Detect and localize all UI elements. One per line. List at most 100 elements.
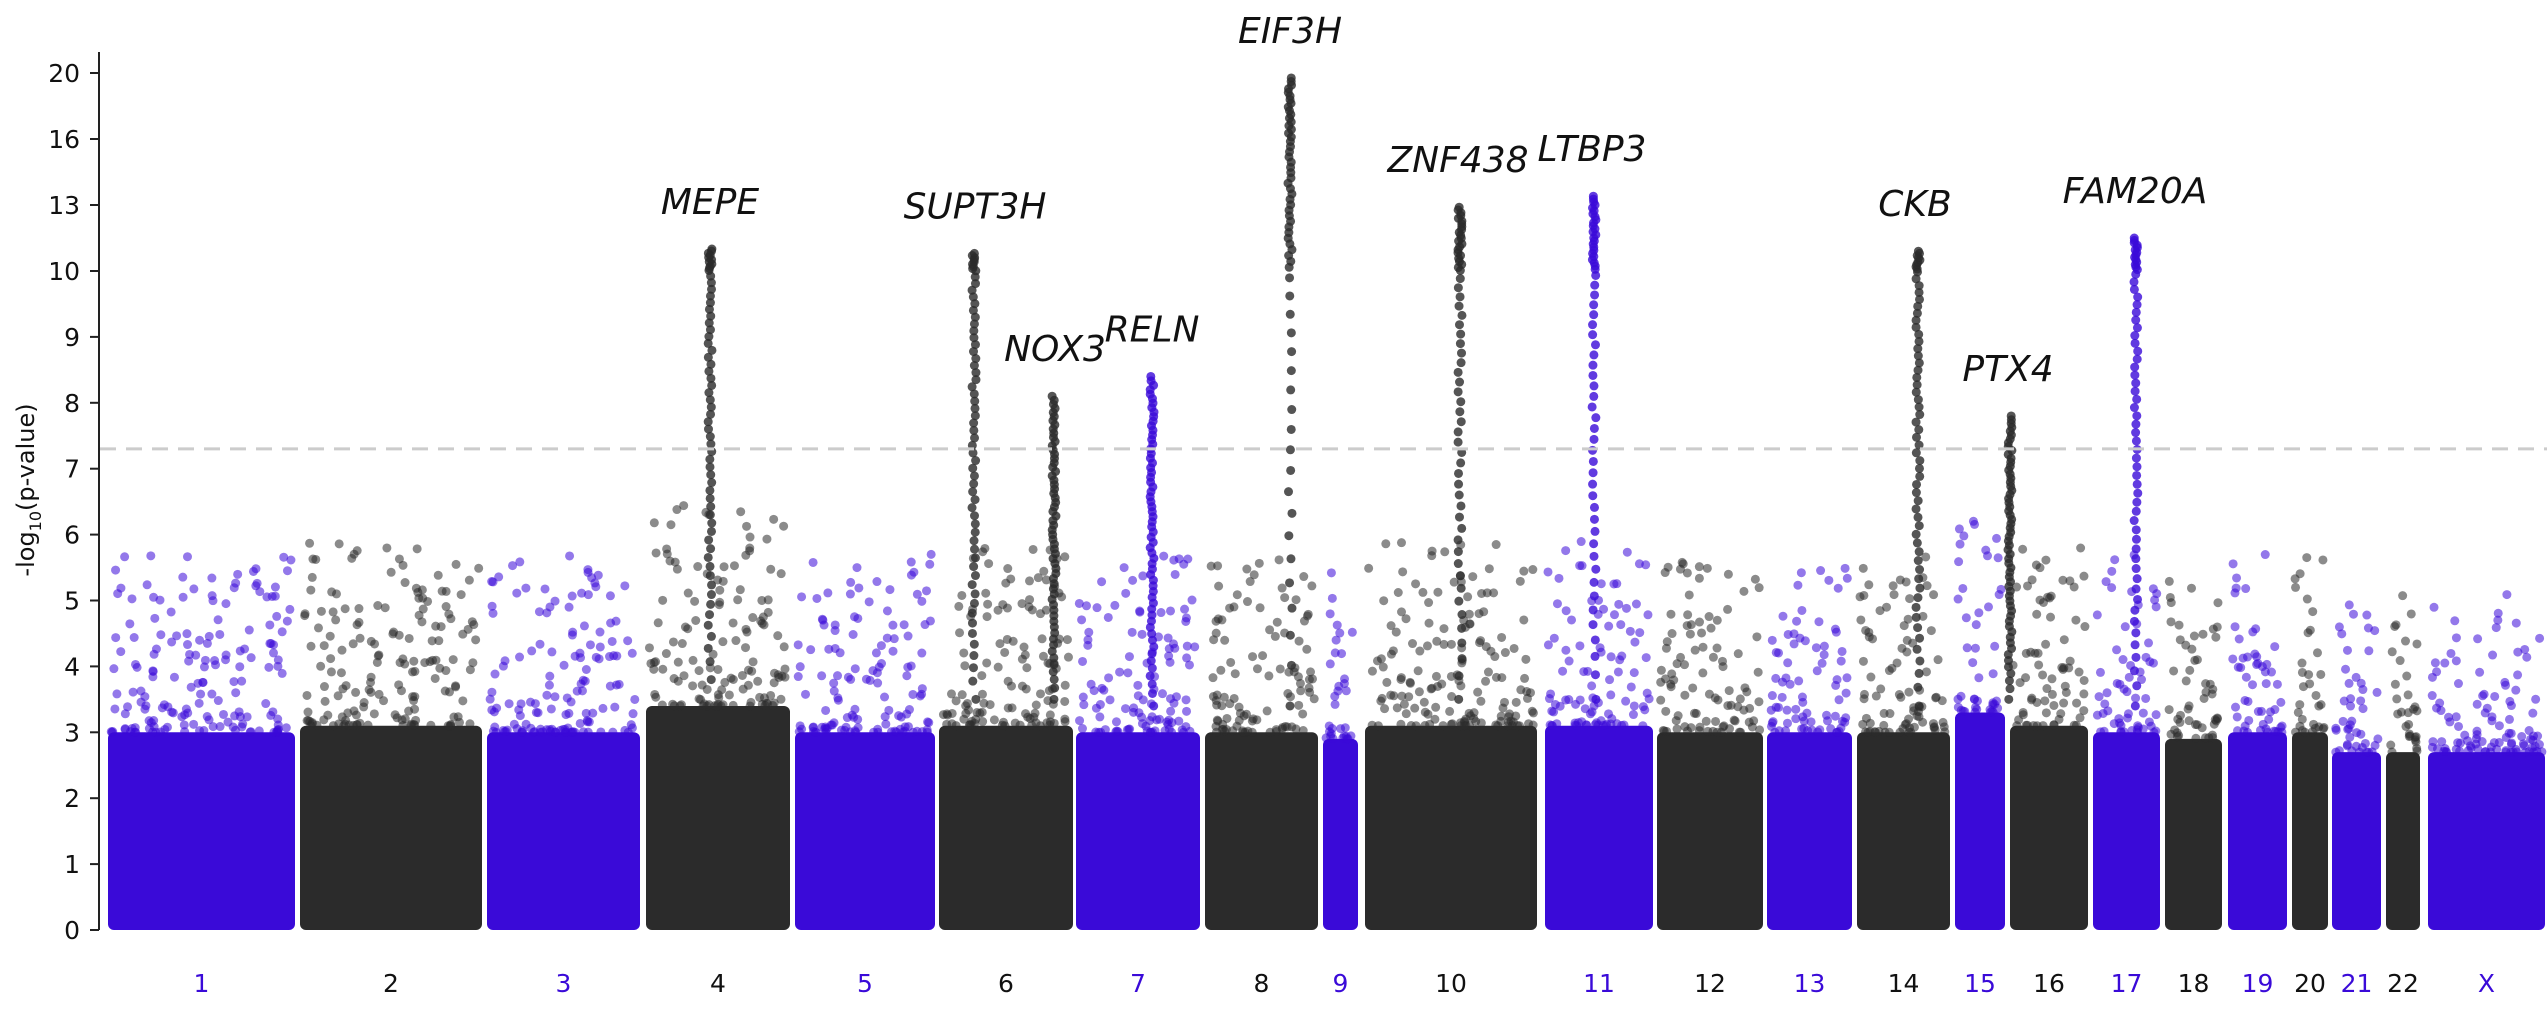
snp-point [2370,740,2380,750]
snp-point [1392,703,1402,713]
snp-point [1075,716,1085,726]
snp-point [924,718,934,728]
peak-point-ZNF438 [1453,283,1463,293]
snp-point [1549,633,1559,643]
peak-point-CKB [1915,565,1925,575]
snp-point [1258,651,1268,661]
snp-point [1135,607,1145,617]
snp-point [1404,692,1414,702]
snp-point [661,649,671,659]
peak-point-LTBP3 [1589,350,1599,360]
snp-point [235,662,245,672]
snp-point [123,702,133,712]
snp-point [1060,552,1070,562]
peak-point-LTBP3 [1590,290,1600,300]
snp-point [2151,710,2161,720]
snp-point [2201,679,2211,689]
peak-point-FAM20A [2131,315,2141,325]
peak-point-MEPE [704,388,714,398]
snp-point [568,627,578,637]
snp-point [1671,716,1681,726]
snp-point [1473,687,1483,697]
snp-point [441,586,451,596]
snp-point [1590,720,1600,730]
peak-point-ZNF438 [1454,468,1464,478]
snp-point [1733,649,1743,659]
snp-point [1983,602,1993,612]
snp-point [1791,704,1801,714]
snp-point [2520,747,2530,757]
snp-point [2318,555,2328,565]
peak-point-SUPT3H [970,433,980,443]
y-tick-label: 5 [64,587,80,616]
snp-point [1181,616,1191,626]
snp-point [1124,652,1134,662]
snp-point [2432,667,2442,677]
chromosome-label-1: 1 [194,969,210,998]
snp-point [1245,577,1255,587]
chromosome-label-2: 2 [383,969,399,998]
snp-point [326,654,336,664]
snp-point [305,538,315,548]
snp-point [285,604,295,614]
snp-point [2518,739,2528,749]
snp-point [1010,718,1020,728]
snp-point [2473,634,2483,644]
peak-point-MEPE [707,380,717,390]
snp-point [594,654,604,664]
snp-point [2342,741,2352,751]
snp-point [146,551,156,561]
peak-point-ZNF438 [1454,694,1464,704]
snp-point [1333,686,1343,696]
snp-point [240,644,250,654]
snp-point [1819,641,1829,651]
snp-point [189,584,199,594]
snp-point [1856,615,1866,625]
snp-point [612,651,622,661]
snp-point [1767,691,1777,701]
snp-point [2311,690,2321,700]
peak-point-FAM20A [2133,346,2143,356]
snp-point [1702,563,1712,573]
snp-point [229,583,239,593]
peak-point-MEPE [704,332,714,342]
snp-point [1381,539,1391,549]
snp-point [1410,703,1420,713]
snp-point [1294,636,1304,646]
snp-point [1306,667,1316,677]
snp-point [441,666,451,676]
snp-point [2404,729,2414,739]
snp-point [1929,722,1939,732]
snp-point [2211,632,2221,642]
snp-point [1971,620,1981,630]
peak-point-ZNF438 [1456,501,1466,511]
snp-point [2485,747,2495,757]
snp-point [1119,563,1129,573]
snp-point [2410,702,2420,712]
snp-point [120,724,130,734]
peak-point-MEPE [704,318,714,328]
snp-point [270,582,280,592]
snp-point [382,543,392,553]
snp-point [282,566,292,576]
snp-point [1003,564,1013,574]
snp-point [808,723,818,733]
peak-point-NOX3 [1049,660,1059,670]
snp-point [2334,746,2344,756]
snp-point [456,590,466,600]
snp-point [2112,645,2122,655]
snp-point [1704,612,1714,622]
snp-point [882,633,892,643]
snp-point [1812,666,1822,676]
snp-point [766,564,776,574]
snp-point [1432,636,1442,646]
snp-point [2491,623,2501,633]
snp-point [423,596,433,606]
snp-point [977,671,987,681]
snp-point [627,648,637,658]
snp-point [2334,622,2344,632]
snp-point [704,700,714,710]
peak-point-SUPT3H [969,598,979,608]
snp-point [366,677,376,687]
peak-point-LTBP3 [1589,300,1599,310]
